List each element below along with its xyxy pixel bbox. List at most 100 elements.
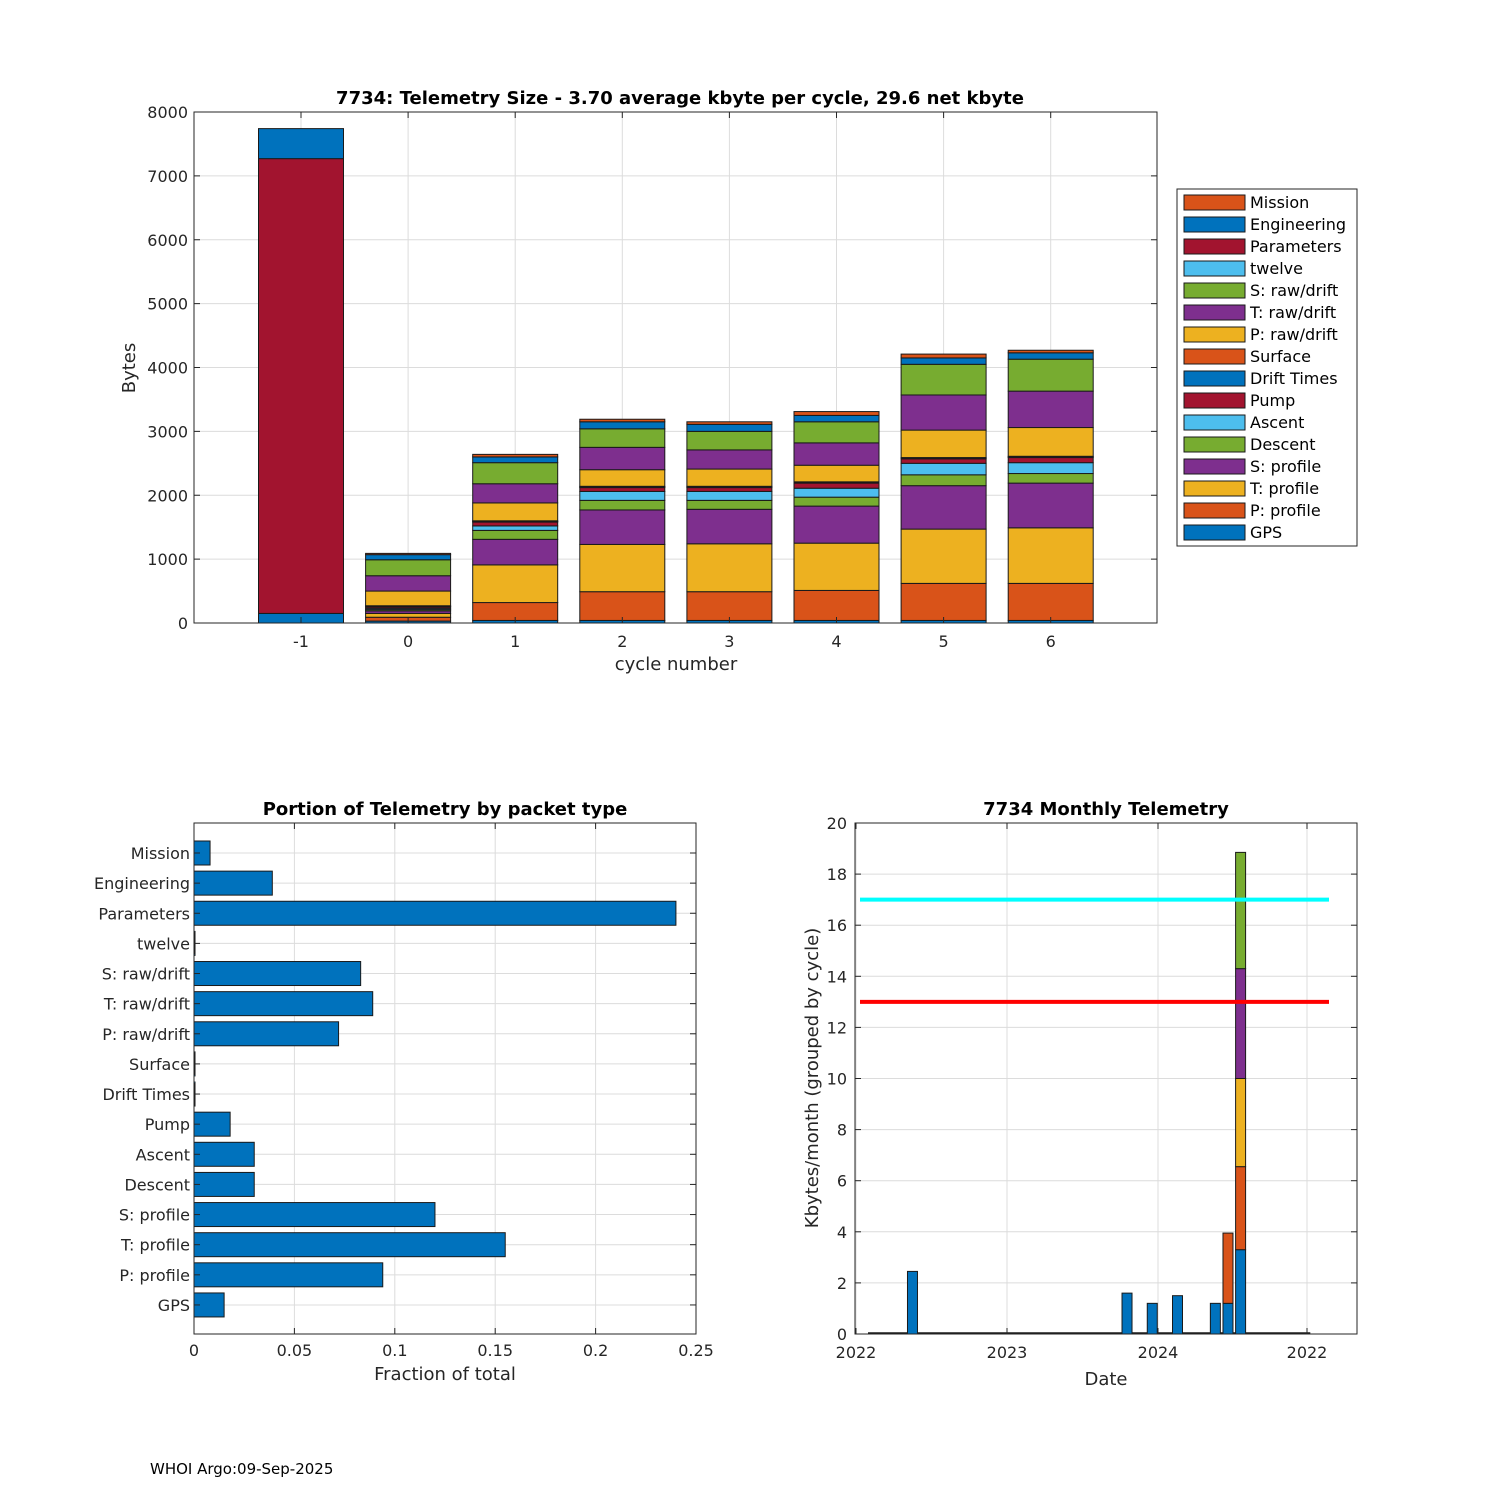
portion-bar-p-raw-drift <box>193 1021 340 1047</box>
monthly-ytick-label: 12 <box>827 1018 847 1037</box>
monthly-bar-segment-gps <box>906 1270 918 1335</box>
monthly-ytick-label: 8 <box>837 1121 847 1140</box>
portion-bar-engineering <box>193 870 273 896</box>
legend-label-t-raw-drift: T: raw/drift <box>1249 303 1336 322</box>
portion-ytick-label: T: profile <box>120 1236 190 1255</box>
bar-segment-ascent <box>579 490 666 501</box>
bar-segment-engineering <box>793 414 880 423</box>
top-ytick-label: 5000 <box>147 295 188 314</box>
portion-plot-frame <box>193 822 697 1335</box>
top-xtick-label: 2 <box>617 632 627 651</box>
legend-label-p-raw-drift: P: raw/drift <box>1250 325 1338 344</box>
legend-swatch-pump <box>1183 392 1246 409</box>
top-xtick-label: -1 <box>293 632 309 651</box>
bar-segment-t-raw-drift <box>365 575 452 592</box>
monthly-bar-segment-descent <box>1235 851 1247 970</box>
bar-segment-p-raw-drift <box>1007 427 1094 457</box>
portion-ytick-label: Surface <box>129 1055 190 1074</box>
bar-segment-mission <box>900 353 987 359</box>
portion-bar-ascent <box>193 1141 255 1167</box>
bar-segment-mission <box>1007 349 1094 354</box>
monthly-ytick-label: 4 <box>837 1223 847 1242</box>
portion-ytick-label: P: profile <box>119 1266 190 1285</box>
bar-segment-engineering <box>1007 352 1094 360</box>
bar-segment-t-raw-drift <box>1007 390 1094 429</box>
legend-swatch-surface <box>1183 348 1246 365</box>
monthly-bar-segment-gps <box>1222 1302 1234 1335</box>
monthly-bar-segment-gps <box>1121 1292 1133 1335</box>
top-ytick-label: 4000 <box>147 359 188 378</box>
monthly-bar-segment-s-profile <box>1235 968 1247 1080</box>
bar-segment-t-profile <box>686 543 773 593</box>
portion-bar-p-profile <box>193 1262 384 1288</box>
legend-swatch-mission <box>1183 194 1246 211</box>
top-xtick-label: 0 <box>403 632 413 651</box>
portion-bar-parameters <box>193 900 677 926</box>
top-ytick-label: 7000 <box>147 167 188 186</box>
telemetry-size-ylabel: Bytes <box>119 343 140 394</box>
bar-segment-s-raw-drift <box>365 559 452 577</box>
bar-segment-ascent <box>900 462 987 476</box>
bar-segment-descent <box>686 499 773 510</box>
bar-segment-s-raw-drift <box>579 428 666 448</box>
legend-label-pump: Pump <box>1250 391 1295 410</box>
top-ytick-label: 8000 <box>147 103 188 122</box>
bar-segment-p-raw-drift <box>472 502 559 522</box>
monthly-xtick-label: 2023 <box>987 1343 1028 1362</box>
monthly-ytick-label: 6 <box>837 1172 847 1191</box>
bar-segment-engineering <box>686 423 773 432</box>
top-xtick-label: 6 <box>1046 632 1056 651</box>
bar-segment-t-raw-drift <box>686 449 773 470</box>
bar-segment-p-raw-drift <box>686 468 773 487</box>
portion-xtick-label: 0.2 <box>583 1341 608 1360</box>
legend-swatch-descent <box>1183 436 1246 453</box>
monthly-bar-segment-t-profile <box>1235 1078 1247 1168</box>
bar-segment-p-raw-drift <box>365 590 452 607</box>
monthly-xlabel: Date <box>1084 1369 1127 1390</box>
legend-label-surface: Surface <box>1250 347 1311 366</box>
legend-swatch-p-raw-drift <box>1183 326 1246 343</box>
monthly-bar-segment-gps <box>1146 1302 1158 1335</box>
bar-segment-pump <box>472 521 559 527</box>
bar-segment-s-raw-drift <box>900 363 987 396</box>
bar-segment-s-raw-drift <box>472 462 559 485</box>
legend-label-drift-times: Drift Times <box>1250 369 1338 388</box>
portion-ytick-label: Descent <box>124 1175 190 1194</box>
bar-segment-s-profile <box>686 508 773 545</box>
bar-segment-mission <box>579 418 666 423</box>
bar-segment-pump <box>900 458 987 464</box>
bar-segment-engineering <box>579 421 666 430</box>
top-ytick-label: 6000 <box>147 231 188 250</box>
bar-segment-ascent <box>686 490 773 501</box>
bar-segment-t-profile <box>579 543 666 593</box>
portion-bar-s-profile <box>193 1202 436 1228</box>
legend-swatch-parameters <box>1183 238 1246 255</box>
monthly-ytick-label: 2 <box>837 1274 847 1293</box>
bar-segment-t-profile <box>472 564 559 604</box>
bar-segment-descent <box>900 474 987 487</box>
bar-segment-s-profile <box>472 538 559 566</box>
portion-xtick-label: 0.05 <box>277 1341 313 1360</box>
monthly-bar-segment-p-profile <box>1222 1232 1234 1304</box>
top-ytick-label: 1000 <box>147 550 188 569</box>
bar-segment-p-profile <box>1007 582 1094 621</box>
portion-xtick-label: 0 <box>189 1341 199 1360</box>
top-xtick-label: 4 <box>831 632 841 651</box>
portion-ytick-label: Ascent <box>136 1145 190 1164</box>
bar-segment-descent <box>1007 473 1094 484</box>
legend-label-t-profile: T: profile <box>1249 479 1319 498</box>
monthly-telemetry-title: 7734 Monthly Telemetry <box>983 799 1229 820</box>
bar-segment-pump <box>579 487 666 492</box>
monthly-bar-segment-gps <box>1172 1295 1183 1335</box>
monthly-bar-segment-gps <box>1235 1249 1247 1335</box>
bar-segment-mission <box>793 411 880 416</box>
legend-swatch-engineering <box>1183 216 1246 233</box>
bar-segment-ascent <box>472 525 559 531</box>
bar-segment-t-raw-drift <box>900 394 987 431</box>
monthly-ytick-label: 10 <box>827 1070 847 1089</box>
portion-xtick-label: 0.1 <box>382 1341 407 1360</box>
bar-segment-pump <box>1007 457 1094 464</box>
monthly-xtick-label: 2022 <box>836 1343 877 1362</box>
monthly-ytick-label: 14 <box>827 967 847 986</box>
portion-ytick-label: Pump <box>145 1115 190 1134</box>
